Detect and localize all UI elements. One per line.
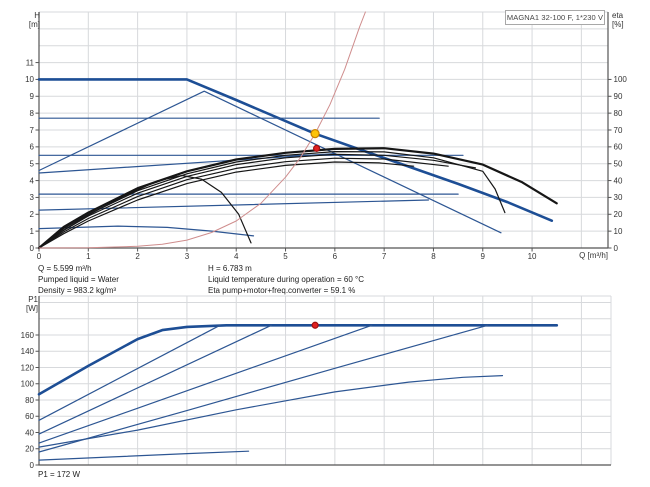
qh-chart: 0 1 2 3 4 5 6 7 8 9 10 11 0 10 20 30 40 50 60 70 80 90 100 0 1 2 3… (25, 11, 627, 261)
power-axes (38, 296, 611, 466)
power-y-tick-label: 60 (25, 412, 34, 421)
curve-p1-speed-6 (38, 324, 489, 453)
qh-y-tick-label: 8 (30, 109, 35, 118)
eta-axis-title-line1: eta (612, 11, 624, 20)
qh-y-tick-label: 2 (30, 210, 35, 219)
qh-curves (37, 11, 558, 250)
power-note: P1 = 172 W (38, 470, 81, 479)
info-density: Density = 983.2 kg/m³ (38, 286, 117, 295)
qh-y2-tick-label: 50 (614, 160, 623, 169)
qh-x-tick-label: 0 (37, 252, 42, 261)
info-efficiency: Eta pump+motor+freq.converter = 59.1 % (208, 286, 356, 295)
qh-y-tick-label: 6 (30, 143, 35, 152)
qh-x-tick-label: 1 (86, 252, 91, 261)
qh-x-tick-label: 5 (283, 252, 288, 261)
power-y-tick-label: 100 (21, 380, 35, 389)
qh-x-tick-label: 10 (528, 252, 537, 261)
power-y-tick-label: 40 (25, 428, 34, 437)
qh-y-tick-label: 0 (30, 244, 35, 253)
qh-y2-tick-label: 30 (614, 193, 623, 202)
qh-y2-tick-label: 80 (614, 109, 623, 118)
power-curves (37, 323, 559, 461)
qh-y-tick-label: 7 (30, 126, 35, 135)
qh-x-tick-label: 7 (382, 252, 387, 261)
marker-eta-duty-point[interactable] (312, 144, 321, 152)
qh-y2-tick-label: 10 (614, 227, 623, 236)
power-y-tick-label: 160 (21, 331, 35, 340)
curve-system-curve (38, 11, 366, 249)
qh-y-axis-title-line1: H (34, 11, 40, 20)
qh-y-tick-label: 9 (30, 92, 35, 101)
qh-x-tick-label: 3 (185, 252, 190, 261)
curve-eta-min-speed (38, 174, 252, 249)
qh-grid (39, 11, 608, 248)
info-flow: Q = 5.599 m³/h (38, 264, 92, 273)
info-head: H = 6.783 m (208, 264, 252, 273)
power-y-axis-title-line2: [W] (26, 304, 38, 313)
duty-info-left: Q = 5.599 m³/h Pumped liquid = Water Densi… (38, 263, 119, 296)
qh-y-tick-label: 3 (30, 193, 35, 202)
qh-y2-tick-label: 90 (614, 92, 623, 101)
qh-x-tick-label: 6 (333, 252, 338, 261)
power-y-tick-label: 80 (25, 396, 34, 405)
qh-x-tick-label: 9 (481, 252, 486, 261)
info-liquid: Pumped liquid = Water (38, 275, 119, 284)
power-chart: 0 20 40 60 80 100 120 140 160 (21, 295, 612, 470)
curve-p1-speed-3 (38, 324, 272, 435)
marker-power-duty-point[interactable] (311, 321, 319, 329)
qh-y-tick-label: 11 (26, 58, 35, 67)
power-grid (39, 295, 612, 465)
curve-qh-max-speed (37, 78, 554, 222)
qh-y-tick-label: 4 (30, 176, 35, 185)
qh-y-tick-label: 10 (25, 75, 34, 84)
curve-p1-max-speed (37, 323, 559, 396)
curve-eta-speed-4 (38, 157, 449, 249)
qh-y-axis-title-line2: [m] (28, 20, 40, 29)
qh-x-tick-label: 4 (234, 252, 239, 261)
eta-axis-title-line2: [%] (612, 20, 624, 29)
info-temperature: Liquid temperature during operation = 60… (208, 275, 364, 284)
qh-y2-tick-label: 70 (614, 126, 623, 135)
qh-y-tick-label: 1 (30, 227, 35, 236)
qh-y-tick-label: 5 (30, 160, 35, 169)
curve-prop-pressure-line (38, 90, 502, 234)
qh-y2-tick-label: 0 (614, 244, 619, 253)
qh-y2-tick-label: 100 (614, 75, 628, 84)
curve-p1-speed-2 (38, 324, 221, 421)
power-y-tick-label: 20 (25, 445, 34, 454)
duty-info-right: H = 6.783 m Liquid temperature during ope… (208, 263, 364, 296)
curve-p1-min-speed (38, 450, 250, 461)
power-y-axis-title: P1 [W] (8, 295, 38, 313)
power-y-tick-label: 0 (30, 461, 35, 470)
power-ticks: 0 20 40 60 80 100 120 140 160 (21, 331, 39, 470)
qh-y-axis-title: H [m] (10, 11, 40, 29)
power-y-tick-label: 140 (21, 347, 35, 356)
power-y-axis-title-line1: P1 (28, 295, 38, 304)
qh-y2-tick-label: 40 (614, 176, 623, 185)
curve-eta-speed-2 (38, 151, 506, 249)
curve-p1-speed-4 (38, 324, 373, 444)
qh-ticks: 0 1 2 3 4 5 6 7 8 9 10 11 0 10 20 30 40 50 60 70 80 90 100 0 1 2 3… (25, 58, 627, 261)
curve-setpoint-riser-4-45 (38, 153, 336, 174)
curve-eta-max-speed (37, 147, 558, 250)
qh-y2-tick-label: 60 (614, 143, 623, 152)
qh-y2-tick-label: 20 (614, 210, 623, 219)
curve-eta-speed-5 (38, 161, 415, 249)
qh-x-axis-title: Q [m³/h] (579, 251, 608, 260)
curve-p1-speed-5 (38, 375, 504, 448)
power-y-tick-label: 120 (21, 363, 35, 372)
eta-axis-title: eta [%] (612, 11, 642, 29)
curve-qh-min-speed (38, 225, 255, 237)
qh-x-tick-label: 8 (431, 252, 436, 261)
pump-title-box: MAGNA1 32-100 F, 1*230 V (505, 10, 605, 25)
qh-x-tick-label: 2 (135, 252, 140, 261)
marker-duty-point[interactable] (310, 129, 320, 139)
